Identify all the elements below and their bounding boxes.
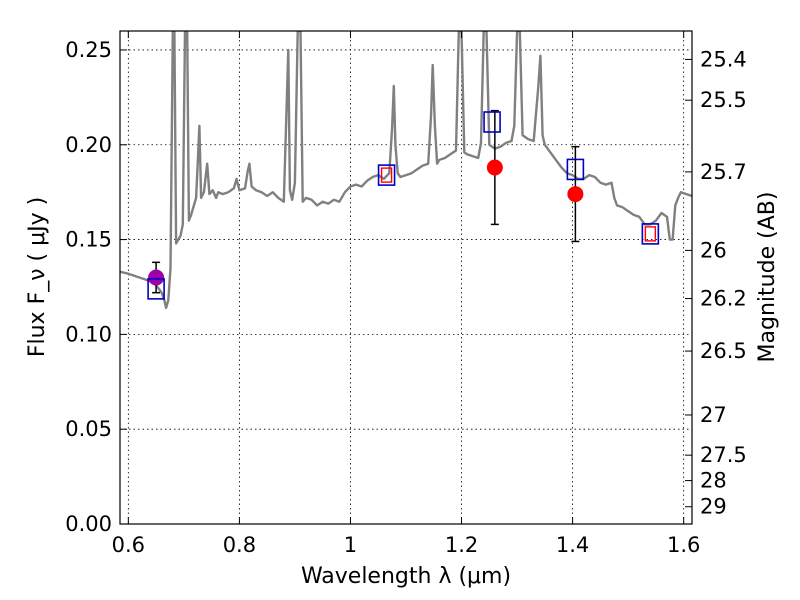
right-tick-label: 26.2 [700,287,747,311]
right-tick-label: 26.5 [700,339,747,363]
x-axis-ticks: 0.6 0.8 1 1.2 1.4 1.6 [112,31,700,557]
x-tick-label: 1 [344,533,357,557]
model-box-marker [483,111,501,133]
x-axis-title: Wavelength λ (μm) [301,564,511,589]
grid-lines [120,31,692,525]
right-tick-label: 29 [700,495,727,519]
y-tick-label: 0.00 [65,512,112,536]
right-tick-label: 27.5 [700,443,747,467]
plot-area [120,31,692,309]
model-box-marker [566,158,585,181]
x-tick-label: 0.8 [223,533,256,557]
x-tick-label: 1.6 [667,533,700,557]
y-tick-label: 0.05 [65,417,112,441]
right-tick-label: 26 [700,238,727,262]
y-tick-label: 0.10 [65,322,112,346]
y-axis-ticks: 0.00 0.05 0.10 0.15 0.20 0.25 [65,38,127,536]
spectrum-line [120,31,692,309]
x-tick-label: 1.2 [445,533,478,557]
y-tick-label: 0.20 [65,133,112,157]
right-tick-label: 25.5 [700,88,747,112]
model-box-marker [147,278,165,300]
right-tick-label: 25.4 [700,47,747,71]
model-box-marker [641,223,660,245]
right-tick-label: 27 [700,403,727,427]
right-axis-title: Magnitude (AB) [755,192,780,363]
model-inner-marker [380,167,393,183]
right-tick-label: 25.7 [700,160,747,184]
x-tick-label: 0.6 [112,533,145,557]
plot-frame [119,30,693,525]
observed-point [486,159,503,176]
x-tick-label: 1.4 [556,533,589,557]
y-tick-label: 0.15 [65,228,112,252]
right-tick-label: 28 [700,469,727,493]
model-inner-marker [644,226,657,242]
observed-point [148,269,165,286]
y-axis-title: Flux F_ν ( μJy ) [25,197,50,357]
y-tick-label: 0.25 [65,38,112,62]
model-box-marker [377,164,396,186]
observed-point [567,186,584,203]
